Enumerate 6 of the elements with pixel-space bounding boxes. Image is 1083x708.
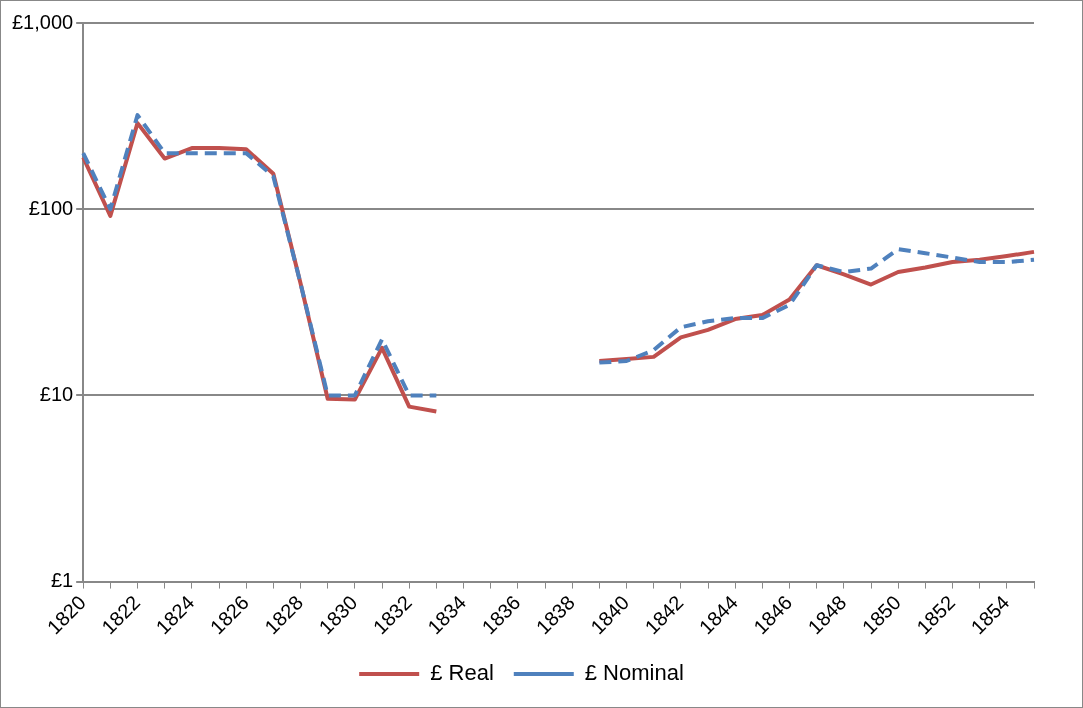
legend-label: £ Real (430, 660, 494, 686)
y-tick-label: £10 (39, 382, 74, 405)
legend-label: £ Nominal (584, 660, 684, 686)
y-tick-label: £100 (28, 196, 74, 219)
y-tick-label: £1 (50, 569, 74, 592)
y-tick-label: £1,000 (12, 10, 74, 33)
